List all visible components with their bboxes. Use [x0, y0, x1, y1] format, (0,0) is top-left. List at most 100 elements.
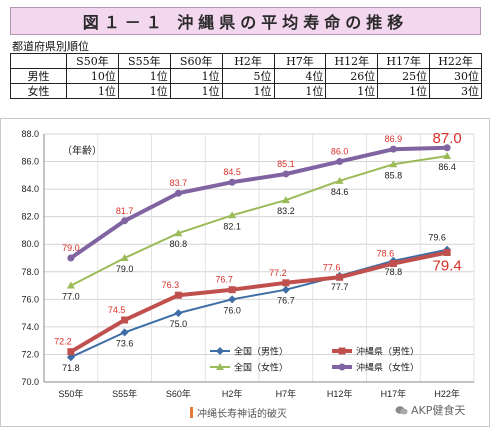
data-label: 77.7 — [331, 282, 349, 292]
rank-row-male: 男性 10位 1位 1位 5位 4位 26位 25位 30位 — [10, 68, 482, 84]
x-tick-label: S60年 — [166, 388, 191, 399]
data-label: 83.2 — [277, 206, 295, 216]
y-tick-label: 86.0 — [21, 157, 39, 167]
data-label: 84.6 — [331, 187, 349, 197]
rank-col-header: S50年 — [66, 53, 119, 69]
data-point — [228, 286, 236, 294]
series-line — [69, 250, 448, 354]
rank-cell: 4位 — [273, 68, 327, 84]
x-tick-label: H17年 — [381, 388, 407, 399]
chart-title: 図１－１ 沖縄県の平均寿命の推移 — [10, 7, 481, 35]
rank-cell: 26位 — [325, 68, 379, 84]
data-point — [443, 248, 451, 256]
y-tick-label: 82.0 — [21, 212, 39, 222]
y-tick-label: 80.0 — [21, 239, 39, 249]
rank-table-header-row: S50年 S55年 S60年 H2年 H7年 H12年 H17年 H22年 — [10, 53, 482, 69]
line-chart-svg: 70.0 72.0 74.0 76.0 78.0 80.0 82.0 84.0 86.0 88.0… — [0, 118, 490, 427]
watermark-text: AKP健食天 — [411, 404, 466, 417]
rank-row-label: 女性 — [10, 83, 67, 99]
chart-legend: 全国（男性） 沖縄県（男性） 全国（女性） 沖縄県（女性） — [210, 346, 419, 373]
data-label: 79.4 — [433, 257, 462, 274]
data-point — [174, 229, 183, 237]
y-tick-label: 72.0 — [21, 349, 39, 359]
data-point — [120, 328, 129, 337]
rank-col-header: S60年 — [169, 53, 223, 69]
data-point — [67, 254, 75, 262]
data-point — [281, 196, 290, 204]
data-label: 87.0 — [433, 130, 462, 147]
legend-swatch-marker — [216, 363, 224, 370]
series-line — [69, 145, 448, 260]
data-label: 73.6 — [116, 338, 134, 348]
data-point — [228, 211, 237, 219]
rank-cell: 10位 — [66, 68, 119, 84]
y-tick-label: 76.0 — [21, 294, 39, 304]
rank-cell: 1位 — [117, 68, 171, 84]
rank-cell: 5位 — [221, 68, 275, 84]
y-tick-label: 88.0 — [21, 129, 39, 139]
data-point — [443, 152, 452, 160]
data-label: 86.9 — [385, 134, 403, 144]
legend-label: 沖縄県（男性） — [356, 346, 419, 357]
data-label: 77.0 — [62, 292, 80, 302]
data-label: 83.7 — [170, 178, 188, 188]
legend-swatch-marker — [338, 363, 346, 371]
data-label: 71.8 — [62, 363, 80, 373]
data-label: 74.5 — [108, 305, 126, 315]
rank-cell: 1位 — [325, 83, 379, 99]
chart-frame — [0, 118, 490, 427]
data-point — [281, 285, 290, 294]
data-point — [335, 176, 344, 184]
x-tick-label: S55年 — [112, 388, 137, 399]
data-label: 84.5 — [223, 167, 241, 177]
data-label: 77.2 — [269, 268, 287, 278]
series-line — [70, 248, 448, 359]
data-point — [174, 309, 183, 318]
rank-col-header: H12年 — [325, 53, 379, 69]
y-tick-label: 78.0 — [21, 267, 39, 277]
data-point — [443, 144, 451, 152]
rank-cell: 1位 — [273, 83, 327, 99]
legend-label: 全国（女性） — [234, 362, 288, 373]
data-point — [66, 281, 75, 289]
data-point — [389, 160, 398, 168]
data-point — [389, 260, 397, 268]
x-tick-label: H12年 — [327, 388, 353, 399]
rank-cell: 1位 — [377, 83, 431, 99]
rank-cell: 1位 — [66, 83, 119, 99]
rank-col-header: S55年 — [117, 53, 171, 69]
legend-swatch-marker — [338, 347, 346, 355]
x-tick-label: H22年 — [434, 388, 460, 399]
footer-caption: 冲绳长寿神话的破灭 — [190, 405, 287, 420]
data-label: 77.6 — [323, 262, 341, 272]
legend-swatch-marker — [216, 347, 224, 355]
data-label: 78.6 — [377, 249, 395, 259]
data-label: 79.6 — [428, 233, 446, 243]
data-label: 72.2 — [54, 337, 72, 347]
rank-row-label: 男性 — [10, 68, 67, 84]
data-label: 76.7 — [215, 275, 233, 285]
rank-col-header: H7年 — [273, 53, 327, 69]
rank-cell: 3位 — [429, 83, 482, 99]
rank-cell: 1位 — [117, 83, 171, 99]
data-label: 79.0 — [62, 243, 80, 253]
data-point — [228, 295, 237, 304]
data-point — [174, 291, 182, 299]
data-point — [174, 189, 182, 197]
data-point — [67, 348, 75, 356]
footer-accent-bar — [190, 407, 193, 418]
rank-table: S50年 S55年 S60年 H2年 H7年 H12年 H17年 H22年 男性… — [10, 53, 482, 99]
watermark: AKP健食天 — [395, 402, 465, 418]
data-point — [336, 158, 344, 166]
y-tick-label: 84.0 — [21, 184, 39, 194]
y-tick-label: 74.0 — [21, 322, 39, 332]
rank-cell: 25位 — [377, 68, 431, 84]
series-line — [70, 155, 448, 287]
rank-cell: 1位 — [221, 83, 275, 99]
data-label: 80.8 — [170, 239, 188, 249]
legend-label: 全国（男性） — [234, 346, 288, 357]
wechat-icon — [395, 405, 408, 414]
data-label: 85.1 — [277, 159, 295, 169]
rank-table-caption: 都道府県別順位 — [12, 40, 89, 53]
rank-table-corner — [10, 53, 67, 69]
